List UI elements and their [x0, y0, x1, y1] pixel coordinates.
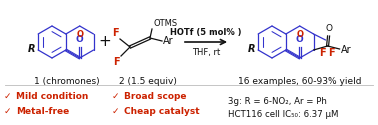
Text: F: F — [319, 48, 326, 58]
Text: 1 (chromones): 1 (chromones) — [34, 77, 100, 86]
Text: F: F — [112, 28, 119, 38]
Text: ✓: ✓ — [112, 92, 119, 101]
Text: Cheap catalyst: Cheap catalyst — [124, 107, 199, 116]
Text: Mild condition: Mild condition — [16, 92, 88, 101]
Text: HCT116 cell IC₅₀: 6.37 μM: HCT116 cell IC₅₀: 6.37 μM — [228, 110, 339, 119]
Text: ✓: ✓ — [112, 107, 119, 116]
Text: Ar: Ar — [163, 36, 174, 46]
Text: O: O — [296, 30, 303, 39]
Text: THF, rt: THF, rt — [192, 48, 220, 56]
Text: HOTf (5 mol% ): HOTf (5 mol% ) — [170, 28, 242, 36]
Text: O: O — [76, 30, 83, 39]
Text: ✓: ✓ — [4, 92, 11, 101]
Text: Broad scope: Broad scope — [124, 92, 186, 101]
Text: F: F — [113, 57, 120, 67]
Text: O: O — [76, 35, 84, 44]
Text: R: R — [28, 44, 35, 54]
Text: O: O — [296, 35, 304, 44]
Text: F: F — [328, 48, 335, 58]
Text: R: R — [248, 44, 255, 54]
Text: Metal-free: Metal-free — [16, 107, 69, 116]
Text: 16 examples, 60-93% yield: 16 examples, 60-93% yield — [238, 77, 362, 86]
Text: +: + — [99, 34, 112, 50]
Text: OTMS: OTMS — [153, 19, 177, 28]
Text: 3g: R = 6-NO₂, Ar = Ph: 3g: R = 6-NO₂, Ar = Ph — [228, 97, 327, 106]
Text: 2 (1.5 equiv): 2 (1.5 equiv) — [119, 77, 177, 86]
Text: O: O — [325, 24, 332, 33]
Text: Ar: Ar — [341, 45, 351, 55]
Text: ✓: ✓ — [4, 107, 11, 116]
